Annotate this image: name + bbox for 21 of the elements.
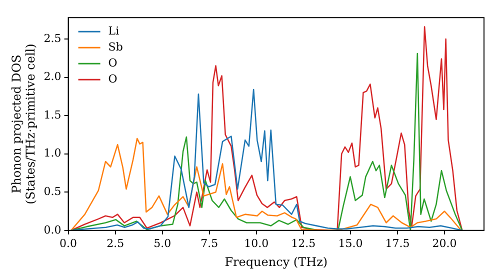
- x-tick-label: 12.5: [291, 236, 316, 250]
- legend-label: Li: [108, 24, 120, 38]
- y-tick-label: 1.0: [44, 146, 62, 160]
- legend-label: O: [108, 56, 118, 70]
- y-axis-title: Phonon projected DOS (States/THz·primitive cell): [9, 44, 38, 204]
- x-tick-label: 5.0: [154, 236, 172, 250]
- y-tick-label: 1.5: [44, 108, 62, 122]
- x-tick-label: 0.0: [60, 236, 78, 250]
- y-tick-label: 2.5: [44, 32, 62, 45]
- y-tick-label: 0.0: [44, 223, 62, 236]
- x-axis-title: Frequency (THz): [224, 254, 328, 269]
- x-tick-label: 7.5: [200, 236, 218, 250]
- x-tick-label: 17.5: [385, 236, 410, 250]
- x-tick-label: 15.0: [338, 236, 363, 250]
- x-tick-label: 20.0: [432, 236, 457, 250]
- y-tick-label: 0.5: [44, 184, 62, 198]
- legend-label: O: [108, 72, 118, 86]
- y-tick-label: 2.0: [44, 70, 62, 84]
- x-tick-label: 10.0: [244, 236, 269, 250]
- x-tick-label: 2.5: [106, 236, 124, 250]
- legend-label: Sb: [108, 40, 123, 54]
